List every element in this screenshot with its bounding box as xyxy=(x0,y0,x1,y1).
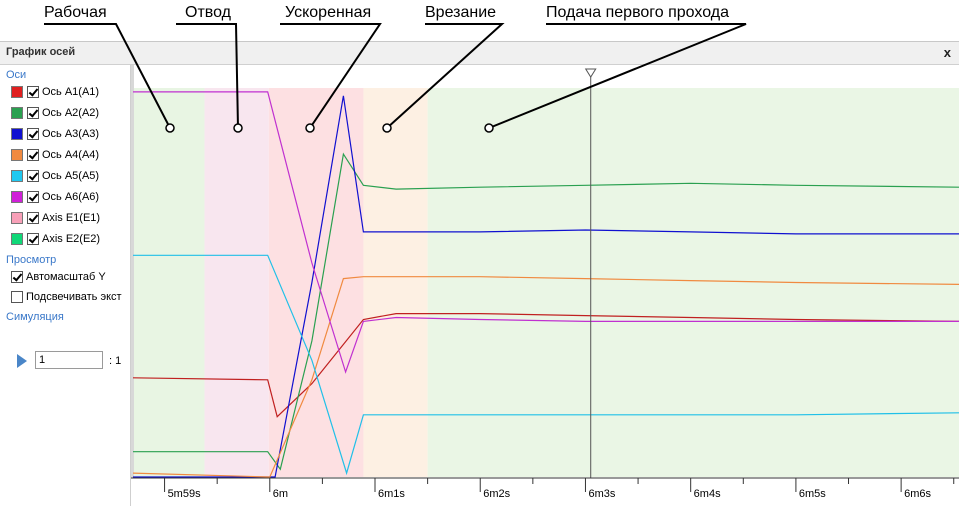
axis-label: Ось A6(A6) xyxy=(42,191,100,203)
phase-region-4 xyxy=(427,88,959,477)
x-axis-background xyxy=(131,478,959,506)
axis-checkbox[interactable] xyxy=(27,128,39,140)
simulation-section-label: Симуляция xyxy=(6,311,64,323)
autoscale-label: Автомасштаб Y xyxy=(26,271,106,283)
x-tick-label: 6m5s xyxy=(799,488,826,500)
simulation-speed-input[interactable] xyxy=(35,351,103,369)
axis-label: Axis E1(E1) xyxy=(42,212,101,224)
cursor-handle-icon xyxy=(584,68,597,78)
x-tick-label: 6m xyxy=(273,488,288,500)
axis-row-e2[interactable]: Axis E2(E2) xyxy=(11,231,100,247)
series-line-a6 xyxy=(133,91,959,374)
axis-chart[interactable]: 5m59s 6m 6m1s 6m2s 6m3s 6m4s 6m5s 6m6s xyxy=(131,65,959,506)
play-icon[interactable] xyxy=(17,354,27,368)
phase-regions xyxy=(131,65,959,478)
axis-color-swatch xyxy=(11,170,23,182)
callout-plunge: Врезание xyxy=(425,4,497,21)
axis-label: Ось A2(A2) xyxy=(42,107,100,119)
sidebar: Оси Ось A1(A1) Ось A2(A2) Ось A3(A3) Ось… xyxy=(0,65,131,506)
autoscale-option[interactable]: Автомасштаб Y xyxy=(11,269,106,285)
axis-color-swatch xyxy=(11,149,23,161)
callout-rapid: Ускоренная xyxy=(285,4,372,21)
axis-label: Ось A5(A5) xyxy=(42,170,100,182)
series-line-a3 xyxy=(133,95,959,478)
x-tick-label: 6m4s xyxy=(694,488,721,500)
close-button[interactable]: x xyxy=(943,45,951,60)
view-section-label: Просмотр xyxy=(6,254,57,266)
axes-section-label: Оси xyxy=(6,69,27,81)
highlight-checkbox[interactable] xyxy=(11,291,23,303)
axis-label: Ось A1(A1) xyxy=(42,86,100,98)
series-lines xyxy=(132,91,959,478)
series-line-a2 xyxy=(133,152,959,471)
axis-label: Ось A3(A3) xyxy=(42,128,100,140)
axis-color-swatch xyxy=(11,128,23,140)
axis-label: Axis E2(E2) xyxy=(42,233,101,245)
x-tick-label: 5m59s xyxy=(168,488,202,500)
phase-region-1 xyxy=(204,88,269,477)
phase-region-2 xyxy=(268,88,364,477)
series-line-a4 xyxy=(132,276,959,478)
x-tick-label: 6m2s xyxy=(483,488,510,500)
axis-color-swatch xyxy=(11,191,23,203)
series-line-a1 xyxy=(132,313,959,418)
window-title: График осей xyxy=(6,46,76,58)
axis-graph-window: График осей x Оси Ось A1(A1) Ось A2(A2) … xyxy=(0,41,959,506)
axis-checkbox[interactable] xyxy=(27,86,39,98)
highlight-extremes-option[interactable]: Подсвечивать экст xyxy=(11,289,122,305)
highlight-label: Подсвечивать экст xyxy=(26,291,122,303)
axis-checkbox[interactable] xyxy=(27,149,39,161)
axis-row-e1[interactable]: Axis E1(E1) xyxy=(11,210,100,226)
chart-left-border xyxy=(131,65,134,478)
axis-checkbox[interactable] xyxy=(27,191,39,203)
x-tick-label: 6m3s xyxy=(588,488,615,500)
axis-row-a5[interactable]: Ось A5(A5) xyxy=(11,168,99,184)
phase-region-3 xyxy=(363,88,428,477)
axis-color-swatch xyxy=(11,212,23,224)
axis-row-a6[interactable]: Ось A6(A6) xyxy=(11,189,99,205)
axis-row-a1[interactable]: Ось A1(A1) xyxy=(11,84,99,100)
axis-row-a4[interactable]: Ось A4(A4) xyxy=(11,147,99,163)
x-tick-label: 6m6s xyxy=(904,488,931,500)
simulation-ratio-label: : 1 xyxy=(109,355,122,367)
axis-row-a2[interactable]: Ось A2(A2) xyxy=(11,105,99,121)
axis-color-swatch xyxy=(11,107,23,119)
axis-row-a3[interactable]: Ось A3(A3) xyxy=(11,126,99,142)
x-axis: 5m59s 6m 6m1s 6m2s 6m3s 6m4s 6m5s 6m6s xyxy=(131,477,959,506)
x-tick-label: 6m1s xyxy=(378,488,405,500)
title-bar: График осей x xyxy=(0,42,959,65)
phase-region-0 xyxy=(133,88,205,477)
callout-retract: Отвод xyxy=(185,4,231,21)
series-line-a5 xyxy=(133,254,959,476)
axis-color-swatch xyxy=(11,86,23,98)
autoscale-checkbox[interactable] xyxy=(11,271,23,283)
axis-checkbox[interactable] xyxy=(27,212,39,224)
axis-checkbox[interactable] xyxy=(27,107,39,119)
axis-checkbox[interactable] xyxy=(27,233,39,245)
callout-working: Рабочая xyxy=(44,4,107,21)
axis-color-swatch xyxy=(11,233,23,245)
axis-label: Ось A4(A4) xyxy=(42,149,100,161)
axis-checkbox[interactable] xyxy=(27,170,39,182)
callout-first-pass-feed: Подача первого прохода xyxy=(546,4,729,21)
